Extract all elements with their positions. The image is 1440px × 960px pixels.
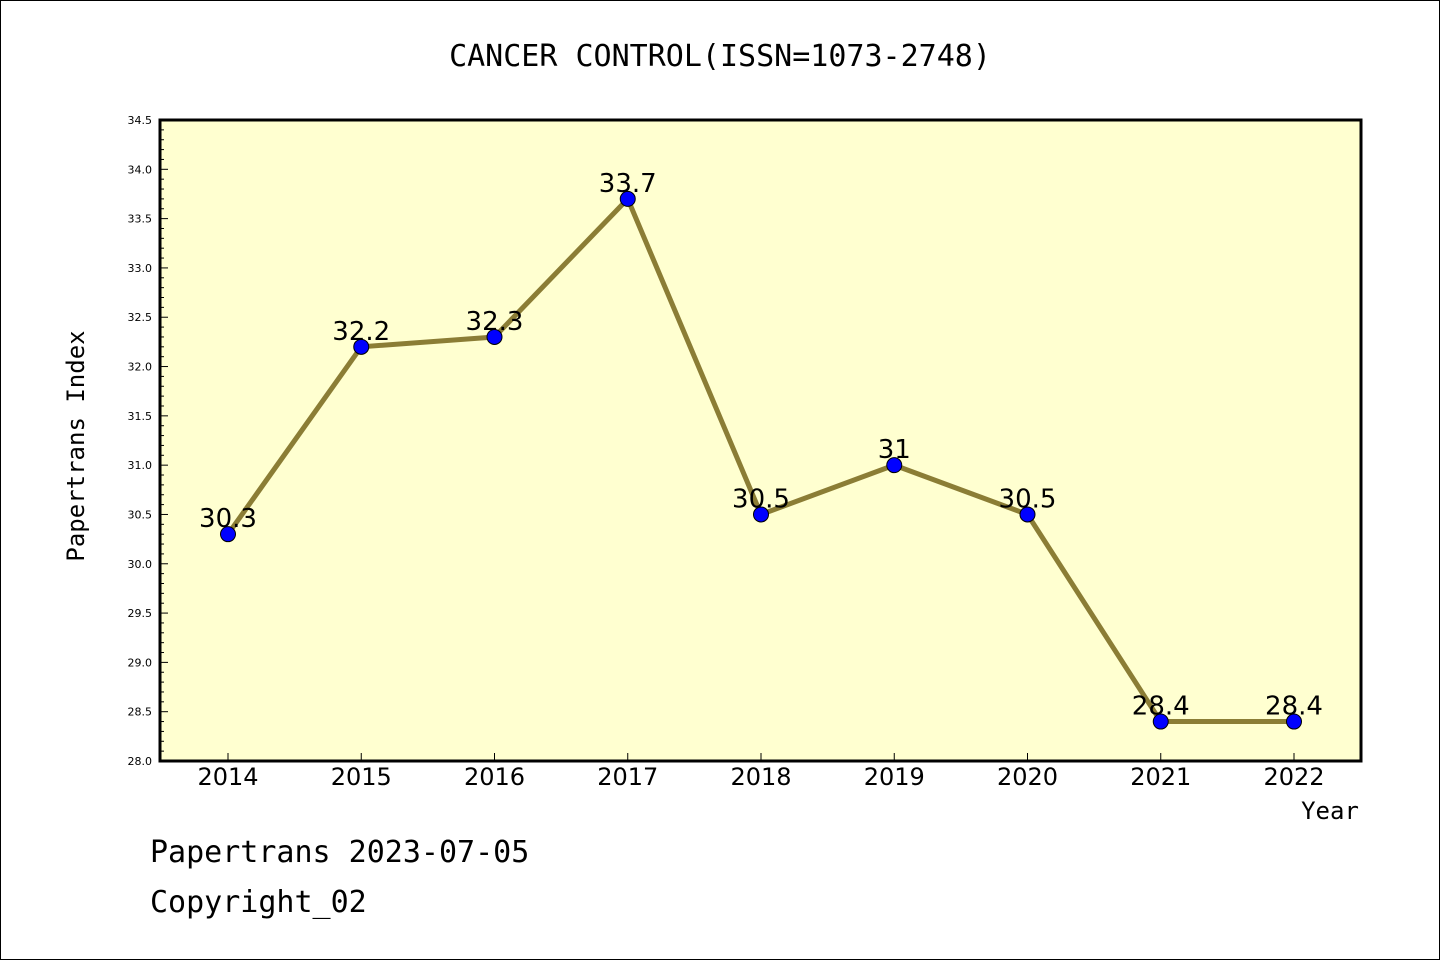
y-tick-label: 32.5 xyxy=(128,311,153,324)
data-point-2020 xyxy=(1019,506,1036,523)
plot-area xyxy=(158,118,1363,763)
x-tick-label: 2016 xyxy=(464,763,525,791)
y-tick-label: 32.0 xyxy=(128,361,153,374)
y-tick-label: 34.5 xyxy=(128,114,153,127)
y-tick-label: 31.0 xyxy=(128,459,153,472)
y-tick-label: 34.0 xyxy=(128,163,153,176)
x-tick-label: 2017 xyxy=(597,763,658,791)
data-label-2017: 33.7 xyxy=(599,169,657,199)
y-tick-label: 29.0 xyxy=(128,656,153,669)
data-label-2014: 30.3 xyxy=(199,504,257,534)
data-label-2019: 31 xyxy=(878,435,911,465)
x-tick-label: 2022 xyxy=(1263,763,1324,791)
footer-copyright-text: Copyright_02 xyxy=(150,885,367,920)
x-tick-label: 2019 xyxy=(864,763,925,791)
x-tick-label: 2020 xyxy=(997,763,1058,791)
footer-date-text: Papertrans 2023-07-05 xyxy=(150,835,530,870)
y-tick-label: 33.0 xyxy=(128,262,153,275)
data-label-2016: 32.3 xyxy=(466,307,524,337)
y-tick-label: 31.5 xyxy=(128,410,153,423)
y-tick-label: 28.5 xyxy=(128,706,153,719)
x-tick-label: 2021 xyxy=(1130,763,1191,791)
data-label-2021: 28.4 xyxy=(1132,692,1190,722)
chart-title: CANCER CONTROL(ISSN=1073-2748) xyxy=(449,39,991,74)
x-axis-label: Year xyxy=(1301,797,1359,825)
data-label-2022: 28.4 xyxy=(1265,692,1323,722)
y-tick-label: 33.5 xyxy=(128,213,153,226)
data-label-2015: 32.2 xyxy=(332,317,390,347)
data-label-2018: 30.5 xyxy=(732,484,790,514)
x-axis: 2014 2015 2016 2017 2018 2019 2020 2021 2022 xyxy=(197,753,1325,791)
data-point-2014 xyxy=(220,526,236,543)
y-tick-label: 29.5 xyxy=(128,607,153,620)
y-tick-label: 30.0 xyxy=(128,558,153,571)
data-point-2015 xyxy=(353,338,370,355)
data-point-2022 xyxy=(1286,713,1302,730)
y-tick-label: 28.0 xyxy=(128,755,153,768)
data-label-2020: 30.5 xyxy=(999,484,1057,514)
y-tick-label: 30.5 xyxy=(128,508,153,521)
data-point-2021 xyxy=(1152,713,1169,730)
data-point-2016 xyxy=(486,328,503,345)
y-axis-label: Papertrans Index xyxy=(62,330,90,561)
data-point-2019 xyxy=(886,457,903,474)
series-markers xyxy=(220,190,1302,730)
data-point-2018 xyxy=(753,506,769,523)
x-tick-label: 2018 xyxy=(730,763,791,791)
data-labels: 30.3 32.2 32.3 33.7 30.5 31 30.5 28.4 28.4 xyxy=(199,169,1323,722)
data-point-2017 xyxy=(619,190,636,207)
x-tick-label: 2015 xyxy=(331,763,392,791)
y-axis: 28.0 28.5 29.0 29.5 30.0 30.5 31.0 31.5 32.0 32.5… xyxy=(128,114,168,768)
x-tick-label: 2014 xyxy=(197,763,258,791)
